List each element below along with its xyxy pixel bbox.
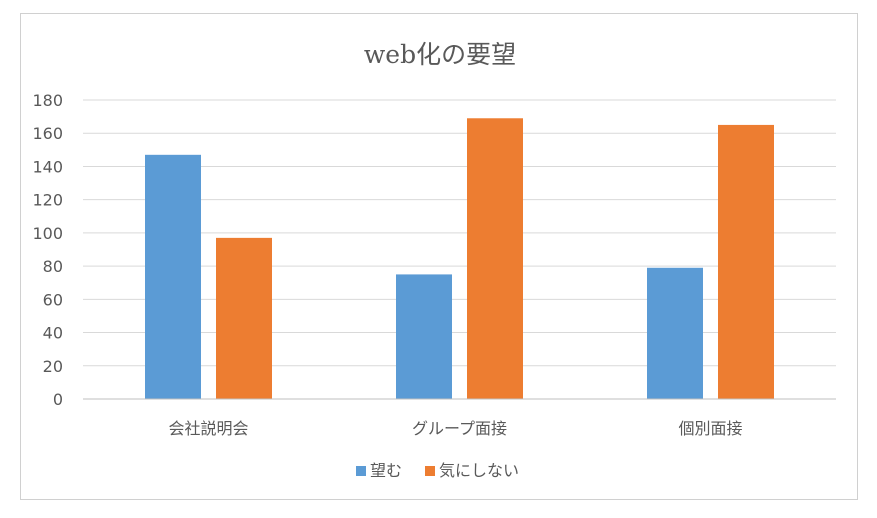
chart-title: web化の要望 bbox=[364, 40, 516, 69]
bar bbox=[647, 267, 703, 399]
bar bbox=[467, 118, 523, 400]
bars bbox=[145, 118, 774, 400]
bar bbox=[145, 154, 201, 399]
y-tick-label: 60 bbox=[43, 290, 63, 309]
x-category-label: 会社説明会 bbox=[168, 419, 248, 438]
y-tick-label: 0 bbox=[53, 390, 63, 409]
legend-swatch bbox=[356, 466, 366, 476]
y-tick-label: 40 bbox=[43, 324, 63, 343]
bar bbox=[216, 237, 272, 399]
bar bbox=[718, 124, 774, 400]
x-category-label: 個別面接 bbox=[678, 419, 742, 438]
y-tick-label: 140 bbox=[32, 157, 63, 176]
y-tick-label: 160 bbox=[32, 124, 63, 143]
legend-label: 望む bbox=[370, 461, 402, 480]
y-tick-label: 20 bbox=[43, 357, 63, 376]
bar bbox=[396, 274, 452, 399]
y-tick-label: 180 bbox=[32, 91, 63, 110]
legend-swatch bbox=[425, 466, 435, 476]
gridlines bbox=[83, 99, 836, 367]
x-category-label: グループ面接 bbox=[412, 419, 507, 438]
x-axis-categories: 会社説明会 グループ面接 個別面接 bbox=[168, 419, 742, 438]
y-tick-label: 120 bbox=[32, 191, 63, 210]
legend-label: 気にしない bbox=[439, 461, 519, 480]
y-tick-label: 80 bbox=[43, 257, 63, 276]
legend: 望む 気にしない bbox=[356, 461, 519, 480]
y-tick-label: 100 bbox=[32, 224, 63, 243]
y-axis-ticks: 0 20 40 60 80 100 120 140 160 180 bbox=[32, 91, 63, 409]
